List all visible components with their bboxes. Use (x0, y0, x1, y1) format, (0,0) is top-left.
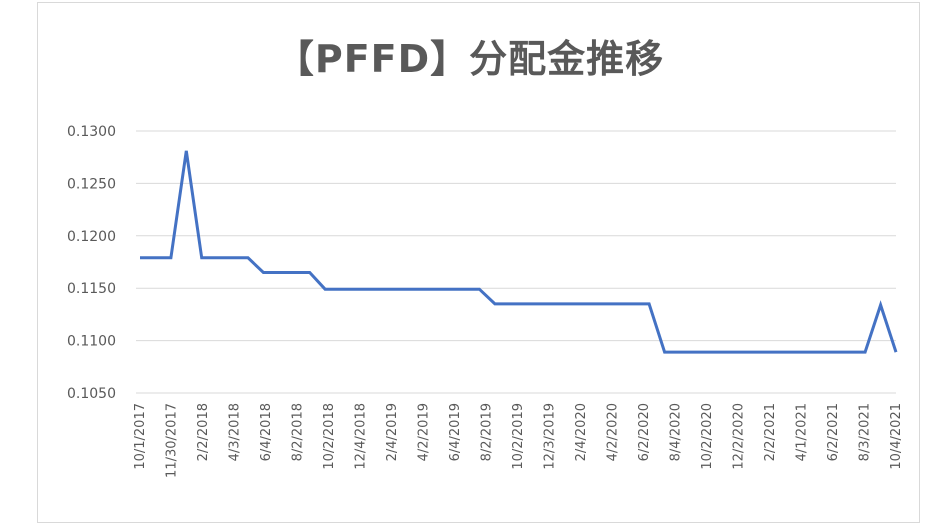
y-tick-label: 0.1150 (67, 281, 116, 297)
series-group (139, 149, 898, 354)
data-point (277, 271, 280, 274)
data-point (895, 351, 898, 354)
data-point (694, 351, 697, 354)
data-point (185, 149, 188, 152)
x-tick-label: 4/3/2018 (228, 403, 243, 461)
x-tick-label: 4/1/2021 (795, 403, 810, 461)
data-point (169, 256, 172, 259)
data-point (493, 302, 496, 305)
data-point (586, 302, 589, 305)
y-tick-label: 0.1050 (67, 386, 116, 402)
data-point (447, 288, 450, 291)
x-tick-label: 4/2/2020 (606, 403, 621, 461)
data-point (771, 351, 774, 354)
x-tick-label: 6/2/2021 (826, 403, 841, 461)
data-point (231, 256, 234, 259)
data-point (617, 302, 620, 305)
data-point (432, 288, 435, 291)
data-point (463, 288, 466, 291)
x-tick-label: 10/2/2018 (322, 403, 337, 470)
x-tick-label: 8/2/2018 (291, 403, 306, 461)
series-line (140, 150, 898, 354)
data-point (540, 302, 543, 305)
data-point (385, 288, 388, 291)
x-tick-label: 4/2/2019 (417, 403, 432, 461)
data-point (262, 271, 265, 274)
data-point (247, 256, 250, 259)
data-point (416, 288, 419, 291)
x-tick-label: 2/2/2018 (196, 403, 211, 461)
x-tick-label: 10/2/2020 (700, 403, 715, 470)
data-point (787, 351, 790, 354)
y-tick-label: 0.1200 (67, 229, 116, 245)
data-point (293, 271, 296, 274)
x-tick-label: 10/1/2017 (133, 403, 148, 470)
chart-title: 【PFFD】分配金推移 (275, 37, 665, 81)
data-point (663, 351, 666, 354)
gridlines (136, 130, 896, 394)
x-axis-ticks: 10/1/2017 11/30/2017 2/2/2018 4/3/2018 6/4/2… (133, 403, 904, 478)
y-axis-ticks: 0.1050 0.1100 0.1150 0.1200 0.1250 0.1300 (67, 124, 116, 402)
data-point (864, 351, 867, 354)
x-tick-label: 12/4/2018 (354, 403, 369, 470)
data-point (679, 351, 682, 354)
data-point (709, 351, 712, 354)
x-tick-label: 12/2/2020 (732, 403, 747, 470)
x-tick-label: 8/2/2019 (480, 403, 495, 461)
x-tick-label: 2/2/2021 (763, 403, 778, 461)
data-point (848, 351, 851, 354)
x-tick-label: 8/4/2020 (669, 403, 684, 461)
x-tick-label: 12/3/2019 (543, 403, 558, 470)
x-tick-label: 6/4/2019 (448, 403, 463, 461)
data-point (802, 351, 805, 354)
x-tick-label: 6/2/2020 (637, 403, 652, 461)
x-tick-label: 8/3/2021 (858, 403, 873, 461)
data-point (308, 271, 311, 274)
data-point (355, 288, 358, 291)
data-point (740, 351, 743, 354)
data-point (139, 256, 142, 259)
y-tick-label: 0.1100 (67, 334, 116, 350)
y-tick-label: 0.1250 (67, 176, 116, 192)
data-point (879, 303, 882, 306)
chart-frame (37, 2, 920, 523)
data-point (509, 302, 512, 305)
data-point (339, 288, 342, 291)
data-point (555, 302, 558, 305)
data-point (478, 288, 481, 291)
data-point (571, 302, 574, 305)
x-tick-label: 10/4/2021 (889, 403, 904, 470)
data-point (524, 302, 527, 305)
data-point (324, 288, 327, 291)
data-point (200, 256, 203, 259)
data-point (154, 256, 157, 259)
data-point (648, 302, 651, 305)
x-tick-label: 10/2/2019 (511, 403, 526, 470)
data-point (632, 302, 635, 305)
y-tick-label: 0.1300 (67, 124, 116, 140)
data-point (401, 288, 404, 291)
x-tick-label: 11/30/2017 (165, 403, 180, 478)
data-point (756, 351, 759, 354)
data-point (601, 302, 604, 305)
x-tick-label: 2/4/2020 (574, 403, 589, 461)
data-point (833, 351, 836, 354)
data-point (216, 256, 219, 259)
data-point (370, 288, 373, 291)
x-tick-label: 6/4/2018 (259, 403, 274, 461)
data-point (725, 351, 728, 354)
data-point (817, 351, 820, 354)
x-tick-label: 2/4/2019 (385, 403, 400, 461)
